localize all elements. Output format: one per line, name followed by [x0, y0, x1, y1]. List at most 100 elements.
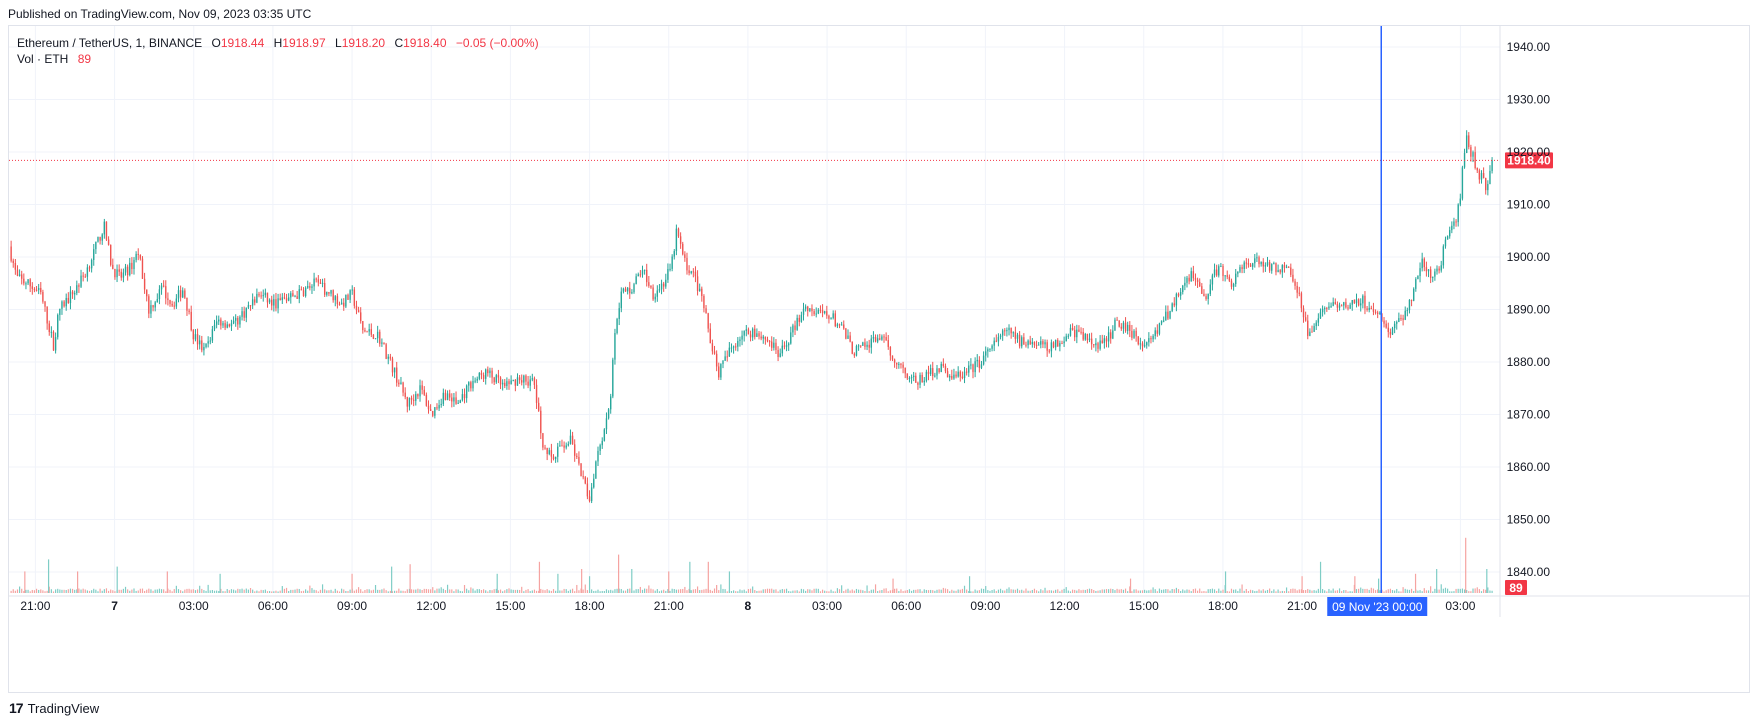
candle-body — [881, 336, 883, 340]
candle-body — [1402, 318, 1404, 320]
candle-body — [1160, 320, 1163, 324]
candle-body — [317, 279, 320, 283]
candle-body — [876, 338, 879, 342]
candle-body — [101, 234, 103, 241]
candle-body — [1112, 330, 1114, 339]
candle-body — [590, 487, 593, 502]
candle-body — [571, 435, 574, 445]
candle-body — [504, 382, 506, 387]
candle-body — [1095, 343, 1097, 346]
candle-body — [194, 334, 197, 340]
candle-body — [722, 360, 724, 365]
candle-body — [910, 377, 913, 379]
candle-body — [499, 377, 502, 385]
candle-body — [1273, 263, 1275, 265]
candle-body — [440, 403, 442, 406]
candle-body — [1442, 246, 1445, 266]
candle-body — [1260, 261, 1262, 265]
candle-body — [1139, 343, 1142, 345]
candle-body — [794, 325, 796, 330]
candle-body — [728, 347, 731, 357]
candle-body — [1345, 302, 1347, 308]
candle-body — [444, 392, 447, 401]
candle-body — [42, 292, 44, 302]
candle-body — [275, 299, 277, 309]
candle-body — [961, 376, 964, 379]
candle-body — [626, 287, 629, 292]
candle-body — [872, 337, 875, 339]
candle-body — [569, 435, 572, 444]
candle-body — [1391, 328, 1394, 335]
candle-body — [605, 418, 608, 430]
candle-body — [459, 400, 461, 403]
candle-body — [1203, 293, 1205, 297]
candle-body — [944, 365, 947, 372]
candle-body — [266, 292, 269, 303]
crosshair-time-tag — [1327, 597, 1428, 616]
candle-body — [982, 355, 985, 365]
candle-body — [720, 364, 722, 378]
candle-body — [1457, 204, 1459, 223]
candle-body — [1061, 343, 1063, 345]
x-tick-label: 18:00 — [575, 599, 605, 613]
candle-body — [304, 287, 307, 297]
candle-body — [114, 268, 116, 278]
candle-body — [552, 456, 555, 460]
candle-body — [537, 402, 540, 411]
candle-body — [1215, 269, 1218, 276]
candle-body — [88, 267, 91, 269]
candle-body — [1300, 293, 1303, 309]
candle-body — [71, 291, 74, 295]
candle-body — [826, 311, 828, 316]
candle-body — [709, 328, 711, 344]
candle-body — [372, 334, 375, 339]
candle-body — [506, 381, 508, 387]
candle-body — [1042, 341, 1044, 345]
candle-body — [1122, 322, 1125, 329]
candle-body — [652, 287, 654, 300]
candle-body — [14, 262, 17, 270]
open-value: 1918.44 — [220, 36, 265, 50]
candle-body — [1302, 308, 1305, 318]
candle-body — [1427, 269, 1430, 272]
y-tick-label: 1910.00 — [1507, 198, 1551, 212]
candle-body — [404, 392, 406, 398]
candle-body — [1383, 320, 1385, 324]
candle-body — [1158, 323, 1161, 334]
candle-body — [1078, 329, 1080, 332]
candle-body — [169, 299, 171, 304]
published-caption: Published on TradingView.com, Nov 09, 20… — [8, 7, 312, 21]
candle-body — [671, 256, 673, 269]
candle-body — [1271, 264, 1273, 271]
candle-body — [171, 303, 173, 306]
candle-body — [936, 368, 938, 376]
candle-body — [228, 324, 231, 327]
candle-body — [336, 296, 339, 305]
candle-body — [622, 288, 625, 292]
candle-body — [421, 385, 423, 390]
candle-body — [1294, 281, 1296, 286]
candle-body — [1459, 198, 1462, 205]
candle-body — [302, 290, 305, 297]
candle-body — [1360, 303, 1362, 306]
candle-body — [1129, 324, 1131, 331]
candle-body — [37, 287, 40, 291]
candle-body — [840, 324, 843, 326]
candle-body — [1133, 330, 1135, 338]
candle-body — [1143, 345, 1146, 347]
candle-body — [347, 294, 349, 300]
candle-body — [1408, 299, 1411, 311]
candle-body — [1400, 318, 1402, 320]
candle-body — [508, 381, 510, 385]
footer[interactable]: 17 TradingView — [9, 700, 99, 716]
candle-body — [448, 393, 451, 398]
candle-body — [1084, 333, 1086, 340]
candle-body — [400, 382, 402, 385]
candle-body — [1266, 262, 1269, 266]
candle-body — [1461, 167, 1464, 199]
candle-body — [554, 456, 557, 460]
candle-body — [1277, 270, 1279, 273]
candle-body — [1287, 266, 1290, 268]
candle-body — [654, 296, 656, 300]
